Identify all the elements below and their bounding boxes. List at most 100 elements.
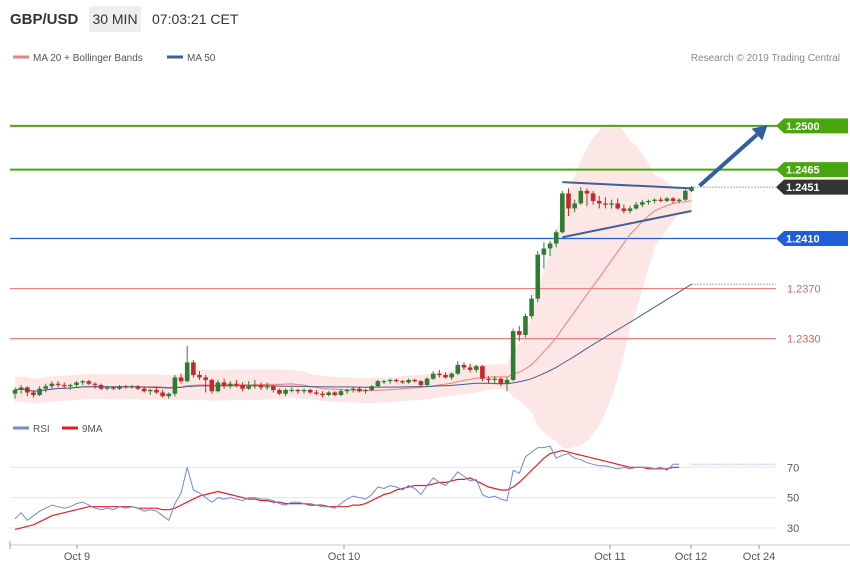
candle-body — [473, 366, 479, 370]
candle — [553, 229, 559, 248]
candle-body — [664, 198, 670, 201]
rsi-line — [14, 445, 680, 522]
candle — [375, 379, 381, 388]
symbol-label: GBP/USD — [10, 11, 79, 28]
candle — [252, 379, 258, 389]
candle-body — [492, 378, 497, 380]
candle — [338, 388, 344, 397]
candle — [621, 204, 627, 214]
candle-body — [541, 248, 547, 255]
candle — [449, 372, 454, 380]
candle-body — [357, 388, 362, 392]
candle-body — [289, 389, 295, 391]
candle — [578, 187, 584, 205]
candle-body — [467, 367, 473, 370]
candle-body — [172, 377, 178, 394]
candle-body — [111, 387, 116, 389]
candle-body — [221, 382, 227, 387]
candle-body — [510, 331, 516, 380]
candle-body — [154, 389, 159, 393]
candle-body — [215, 382, 221, 392]
level-tag-box — [776, 162, 848, 178]
level-tag-label: 1.2451 — [786, 182, 820, 194]
time-axis-label: Oct 9 — [64, 551, 90, 563]
candle-body — [338, 391, 344, 395]
candle — [529, 294, 534, 319]
candle-body — [603, 203, 608, 205]
candle — [283, 388, 288, 397]
candle — [326, 391, 331, 397]
candle — [683, 188, 688, 201]
candle — [615, 198, 620, 210]
level-tag: 1.2500 — [776, 118, 848, 134]
candle — [55, 381, 61, 388]
candle — [86, 379, 92, 385]
bollinger-bands — [15, 124, 692, 449]
candle-body — [523, 316, 528, 335]
candle — [184, 346, 190, 383]
candle — [572, 199, 577, 213]
candle-body — [412, 379, 418, 382]
candle-body — [387, 379, 393, 382]
candle — [394, 378, 399, 383]
candle — [271, 384, 276, 393]
candle-body — [61, 384, 67, 387]
clock-label: 07:03:21 CET — [152, 11, 239, 27]
candle-body — [18, 387, 24, 390]
candle-body — [252, 384, 258, 387]
candle-body — [258, 384, 264, 388]
candle-body — [264, 386, 270, 388]
time-axis-label: Oct 11 — [594, 551, 626, 563]
candle-body — [31, 392, 36, 395]
level-tag-label: 1.2500 — [786, 121, 820, 133]
candle — [111, 386, 116, 390]
level-tag-box — [776, 179, 848, 195]
candle-body — [646, 200, 651, 203]
candle-body — [43, 386, 49, 389]
candle — [633, 202, 639, 210]
support-label: 1.2370 — [787, 284, 821, 296]
candle-body — [504, 379, 510, 384]
bollinger-band-fill — [15, 124, 692, 449]
legend-ma50: MA 50 — [167, 53, 216, 64]
candle — [517, 326, 522, 342]
candlesticks — [12, 185, 694, 399]
candle — [74, 381, 79, 388]
candle — [31, 389, 36, 398]
candle — [603, 197, 608, 209]
candle-body — [615, 203, 620, 209]
candle — [141, 386, 147, 393]
legend-ma20-label: MA 20 + Bollinger Bands — [33, 53, 143, 64]
candle-body — [123, 386, 128, 388]
candle — [295, 388, 301, 394]
time-axis: Oct 9 Oct 10 Oct 11 Oct 12 Oct 24 — [9, 541, 850, 563]
candle-body — [104, 387, 110, 389]
timeframe-button[interactable]: 30 MIN — [89, 6, 141, 32]
candle — [246, 381, 251, 390]
candle-body — [25, 387, 30, 393]
candle — [129, 384, 135, 389]
candle-body — [86, 381, 92, 384]
candle — [424, 377, 430, 387]
candle-body — [301, 389, 307, 392]
candle-body — [166, 393, 172, 397]
candle — [178, 373, 184, 384]
candle — [191, 359, 196, 378]
candle-body — [55, 383, 61, 385]
candle-body — [394, 379, 399, 382]
candle-body — [80, 381, 85, 383]
candle-body — [184, 362, 190, 382]
candle — [18, 384, 24, 394]
candle — [314, 389, 319, 395]
candle — [104, 386, 110, 390]
candle — [357, 387, 362, 393]
candle — [160, 389, 165, 398]
candle-body — [633, 204, 639, 209]
candle — [590, 190, 596, 205]
candle-body — [191, 362, 196, 375]
candle — [80, 379, 85, 385]
candle-body — [307, 389, 313, 393]
candle — [61, 382, 67, 389]
candle-body — [572, 203, 577, 209]
candle-body — [326, 392, 331, 395]
